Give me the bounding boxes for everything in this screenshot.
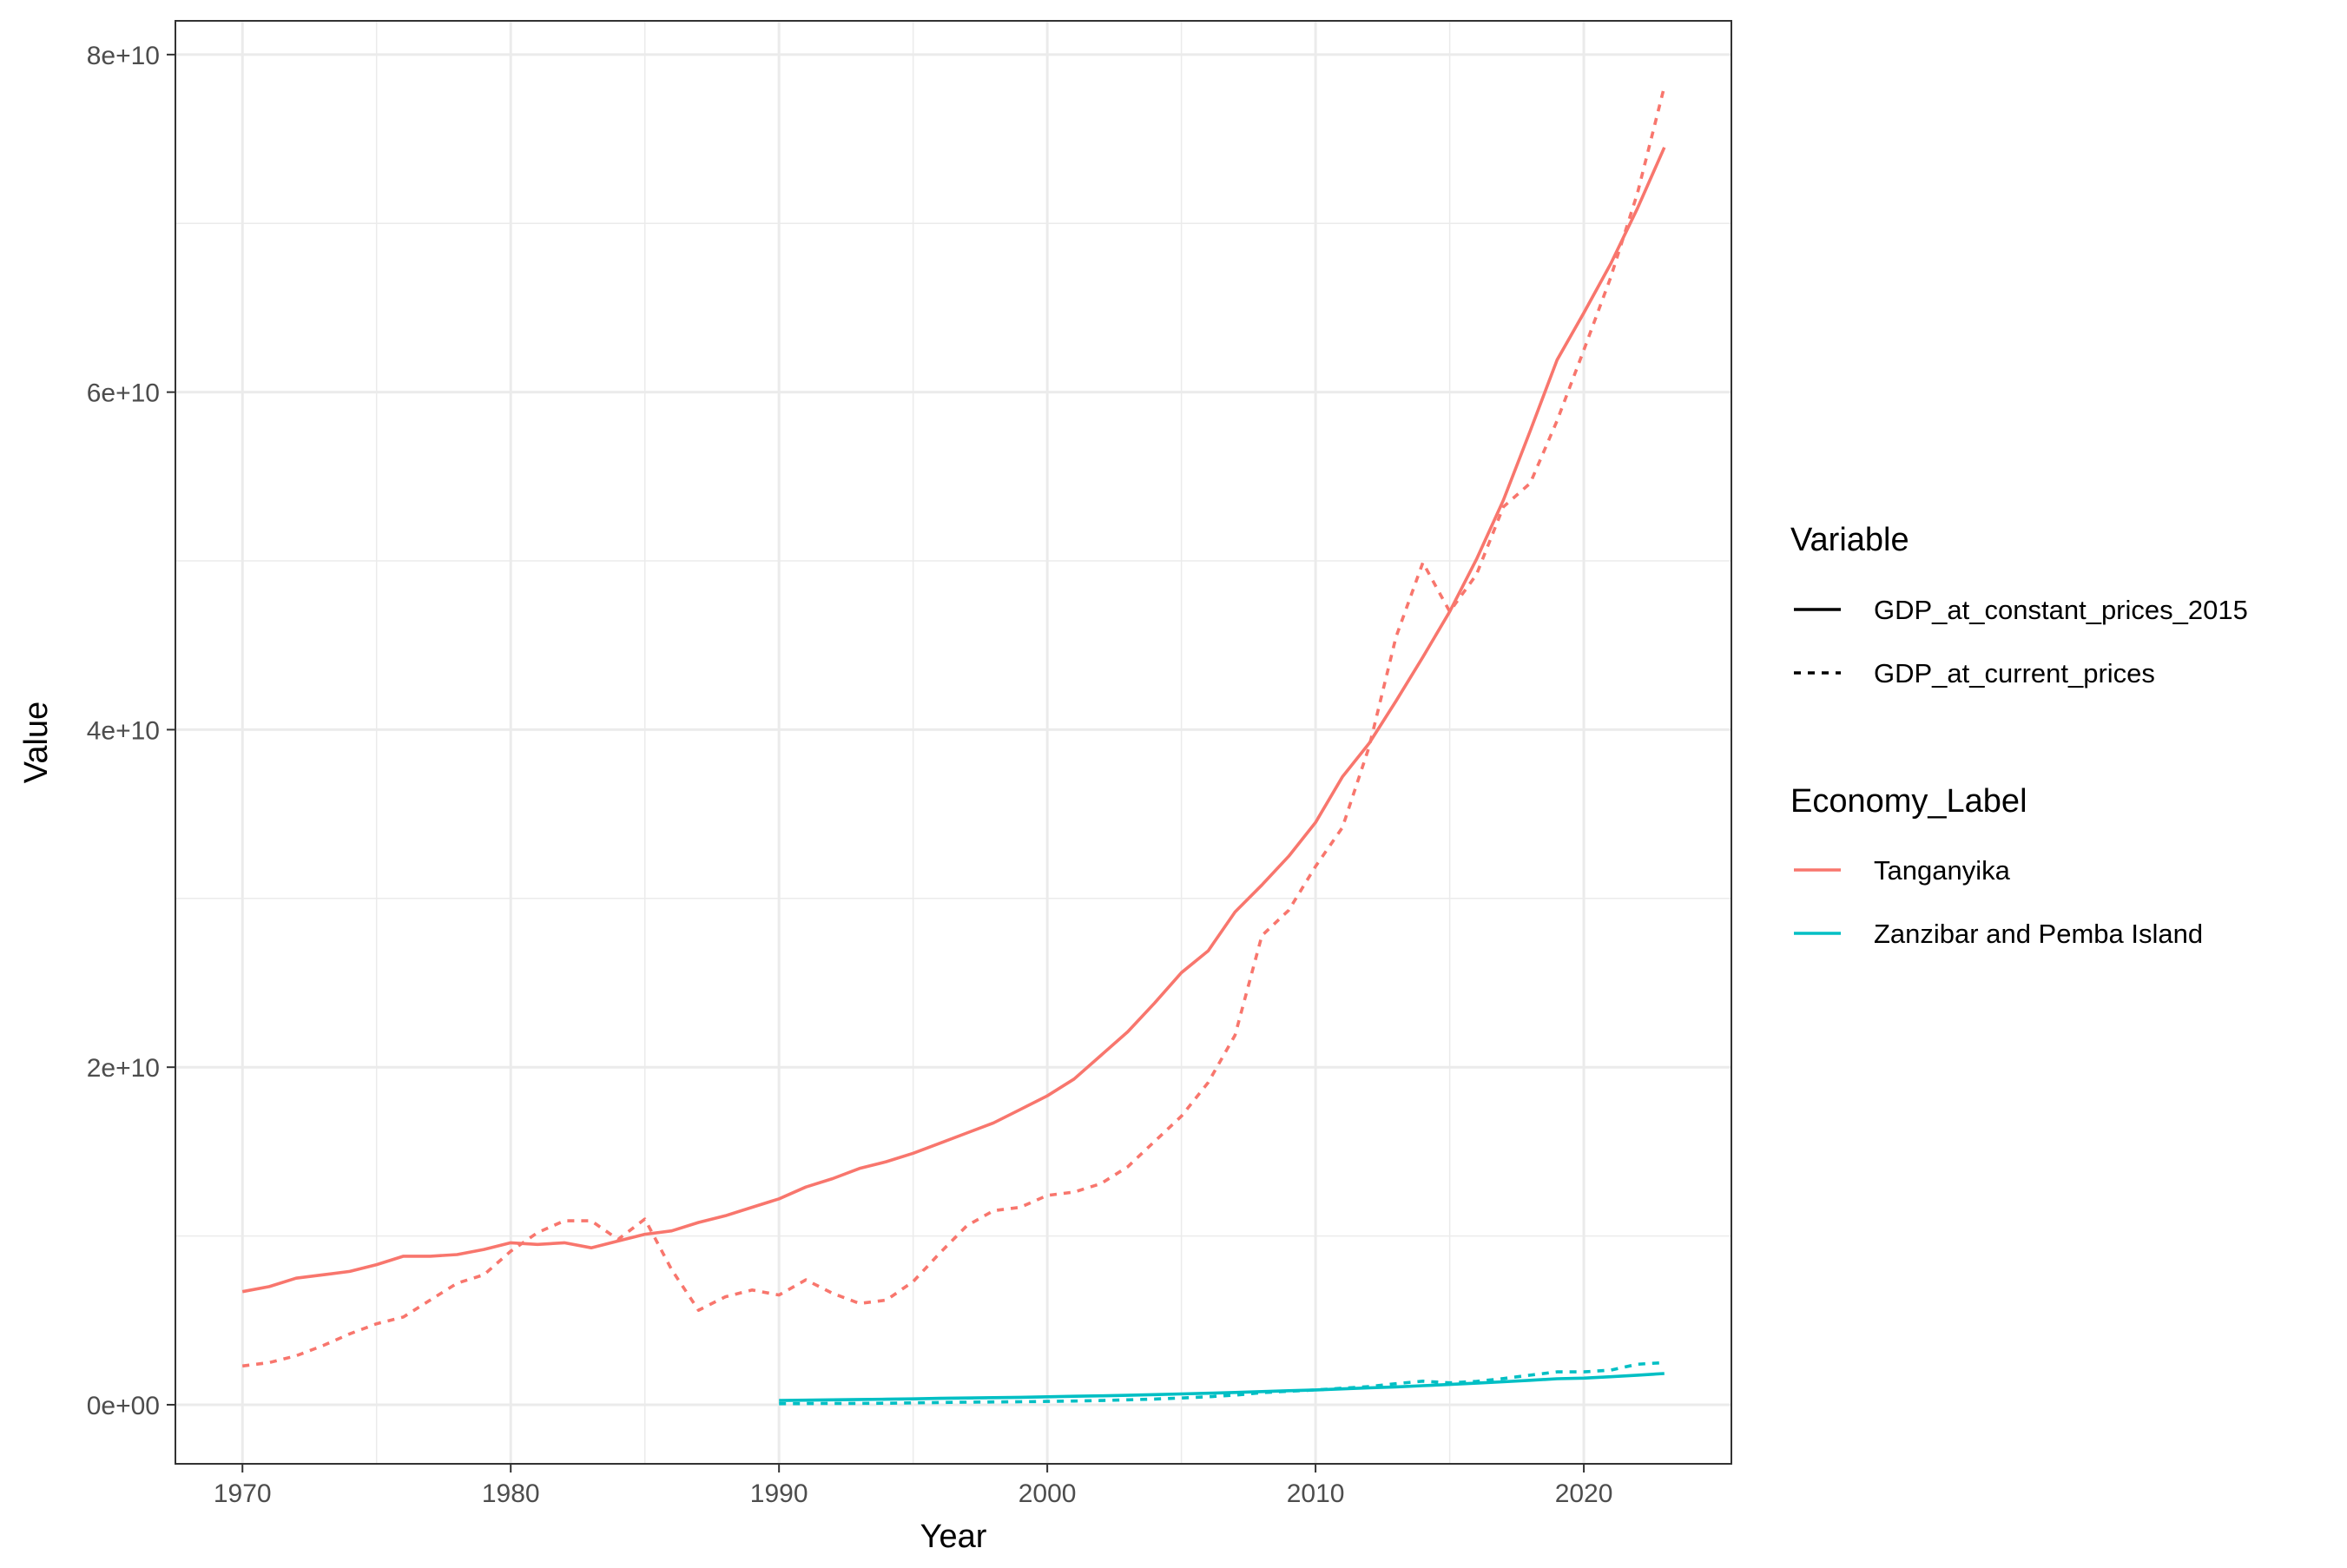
y-axis: 0e+00 2e+10 4e+10 6e+10 8e+10: [87, 42, 175, 1420]
x-tick-label: 1980: [482, 1479, 540, 1508]
y-tick-label: 6e+10: [87, 379, 160, 408]
x-axis: 1970 1980 1990 2000 2010 2020: [214, 1464, 1613, 1508]
y-tick-label: 4e+10: [87, 716, 160, 745]
legend-label: GDP_at_constant_prices_2015: [1874, 595, 2248, 625]
legend: Variable GDP_at_constant_prices_2015 GDP_a…: [1790, 522, 2248, 949]
series-line-tanganyika-gdp-at-current-prices: [241, 86, 1666, 1368]
x-tick-label: 2020: [1555, 1479, 1613, 1508]
legend-label: Tanganyika: [1874, 855, 2011, 886]
y-axis-title: Value: [18, 702, 55, 783]
legend-label: Zanzibar and Pemba Island: [1874, 919, 2203, 949]
plot-panel-border: [175, 20, 1732, 1465]
y-tick-label: 0e+00: [87, 1392, 160, 1420]
legend-title: Variable: [1790, 522, 1909, 558]
legend-title: Economy_Label: [1790, 783, 2027, 820]
x-tick-label: 2000: [1019, 1479, 1077, 1508]
x-tick-label: 2010: [1287, 1479, 1345, 1508]
grid-lines: [175, 21, 1731, 1464]
series-line-tanganyika-gdp-at-constant-prices-2015: [241, 147, 1666, 1294]
series-line-zanzibar-and-pemba-island-gdp-at-constant-prices-2015: [779, 1372, 1665, 1402]
y-tick-label: 8e+10: [87, 42, 160, 70]
data-series: [241, 86, 1666, 1406]
x-tick-label: 1970: [214, 1479, 272, 1508]
y-tick-label: 2e+10: [87, 1054, 160, 1083]
series-line-zanzibar-and-pemba-island-gdp-at-current-prices: [779, 1360, 1665, 1406]
legend-label: GDP_at_current_prices: [1874, 658, 2155, 688]
x-axis-title: Year: [920, 1519, 987, 1555]
plot-panel-background: [175, 21, 1731, 1464]
x-tick-label: 1990: [750, 1479, 808, 1508]
